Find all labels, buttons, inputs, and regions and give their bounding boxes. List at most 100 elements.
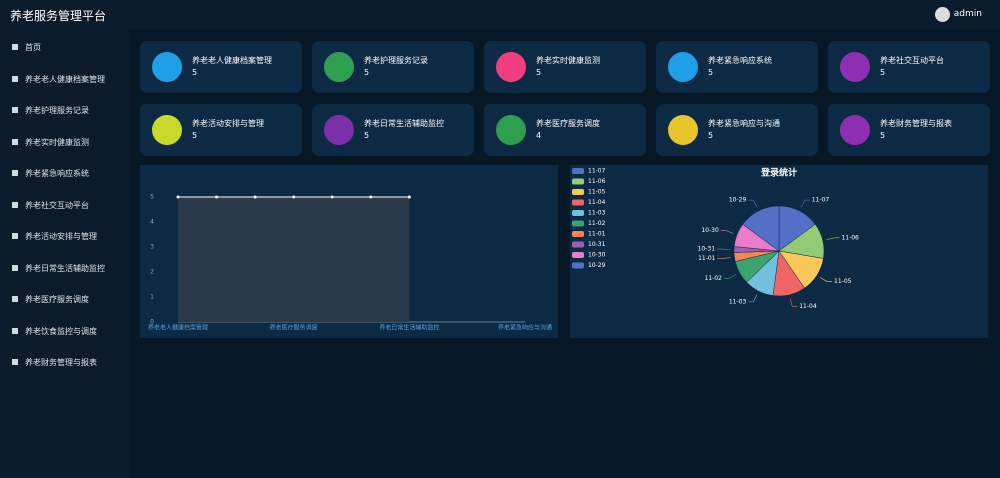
card-label: 养老社交互动平台: [880, 56, 944, 65]
x-tick-label: 养老紧急响应与沟通: [498, 324, 552, 332]
stat-card[interactable]: 养老财务管理与报表 5: [828, 104, 990, 156]
stat-card[interactable]: 养老实时健康监测 5: [484, 41, 646, 93]
card-value: 5: [708, 68, 714, 77]
pie-chart: 登录统计 11-07 11-06 11-05 11-04 11-03 11-02 11-01 1…: [572, 167, 859, 310]
menu-item[interactable]: 养老护理服务记录: [12, 105, 89, 116]
legend-label: 11-06: [588, 178, 606, 185]
y-tick-label: 0: [150, 319, 154, 326]
leader-line: [720, 230, 734, 234]
y-tick-label: 3: [150, 244, 154, 251]
point: [369, 195, 373, 199]
legend-swatch: [572, 231, 584, 237]
chart-title: 登录统计: [760, 167, 797, 179]
card-icon: [324, 115, 354, 145]
legend-swatch: [572, 189, 584, 195]
header: 养老服务管理平台 admin: [0, 0, 1000, 30]
user-menu[interactable]: admin: [953, 9, 982, 19]
stat-card[interactable]: 养老日常生活辅助监控 5: [312, 104, 474, 156]
card-label: 养老紧急响应系统: [708, 56, 772, 65]
x-tick-label: 养老日常生活辅助监控: [379, 324, 439, 332]
sidebar: 首页养老老人健康档案管理 养老护理服务记录 养老实时健康监测 养老紧急响应系统 养老社交…: [0, 30, 130, 478]
x-tick-label: 养老医疗服务调度: [270, 324, 318, 332]
card-label: 养老医疗服务调度: [536, 119, 600, 128]
line-panel: 0 1 2 3 4 5 养老老人健康档案管理 养老医疗服务调度 养老日常生活辅助监控 养老紧急响应…: [140, 165, 558, 338]
card-value: 5: [536, 68, 542, 77]
menu-item[interactable]: 养老活动安排与管理: [12, 231, 97, 242]
card-value: 5: [880, 131, 886, 140]
pie-panel: 登录统计 11-07 11-06 11-05 11-04 11-03 11-02 11-01 1…: [570, 165, 988, 338]
slice-label: 10-29: [729, 197, 747, 204]
card-icon: [152, 52, 182, 82]
legend-label: 11-03: [588, 210, 606, 217]
point: [176, 195, 180, 199]
slice-label: 10-31: [698, 246, 716, 253]
menu-item[interactable]: 养老日常生活辅助监控: [12, 263, 105, 274]
card-icon: [668, 115, 698, 145]
legend-label: 10-29: [588, 262, 606, 269]
card-icon: [840, 115, 870, 145]
legend-label: 10-31: [588, 241, 606, 248]
legend-swatch: [572, 241, 584, 248]
stat-card[interactable]: 养老护理服务记录 5: [312, 41, 474, 93]
legend-swatch: [572, 252, 584, 258]
stat-card[interactable]: 养老老人健康档案管理 5: [140, 41, 302, 93]
slice-label: 11-07: [812, 197, 830, 204]
line-chart: 0 1 2 3 4 5 养老老人健康档案管理 养老医疗服务调度 养老日常生活辅助监控 养老紧急响应…: [148, 194, 552, 332]
slice-label: 11-04: [799, 303, 817, 310]
area: [178, 197, 410, 322]
menu-item[interactable]: 养老社交互动平台: [12, 200, 89, 211]
avatar[interactable]: [935, 7, 950, 22]
legend-swatch: [572, 199, 584, 206]
legend-swatch: [572, 220, 584, 227]
menu-item[interactable]: 养老财务管理与报表: [12, 357, 97, 368]
leader-line: [790, 298, 798, 307]
slice-label: 11-01: [698, 255, 716, 262]
menu-item[interactable]: 养老老人健康档案管理: [12, 74, 105, 85]
point: [215, 195, 219, 199]
menu-item[interactable]: 养老实时健康监测: [12, 137, 89, 148]
leader-line: [724, 274, 737, 279]
card-label: 养老日常生活辅助监控: [364, 119, 444, 128]
legend-swatch: [572, 168, 584, 174]
legend-label: 11-04: [588, 199, 606, 206]
card-value: 5: [880, 68, 886, 77]
y-tick-label: 5: [150, 194, 154, 201]
card-icon: [152, 115, 182, 145]
card-value: 5: [708, 131, 714, 140]
slice-label: 11-02: [705, 275, 723, 282]
leader-line: [717, 257, 731, 259]
legend-label: 11-07: [588, 168, 606, 175]
stat-card[interactable]: 养老紧急响应与沟通 5: [656, 104, 818, 156]
menu-item[interactable]: 养老医疗服务调度: [12, 294, 89, 305]
legend-swatch: [572, 210, 584, 216]
legend-label: 10-30: [588, 252, 606, 259]
card-label: 养老财务管理与报表: [880, 119, 952, 128]
menu-item[interactable]: 首页: [12, 42, 41, 53]
slice-label: 10-30: [701, 227, 719, 234]
menu-item[interactable]: 养老紧急响应系统: [12, 168, 89, 179]
leader-line: [800, 199, 810, 208]
card-icon: [496, 52, 526, 82]
slice-label: 11-03: [729, 298, 747, 305]
stat-card[interactable]: 养老社交互动平台 5: [828, 41, 990, 93]
x-tick-label: 养老老人健康档案管理: [148, 324, 208, 332]
menu-item[interactable]: 养老饮食监控与调度: [12, 326, 97, 337]
card-label: 养老实时健康监测: [536, 56, 600, 65]
card-value: 4: [536, 131, 542, 140]
legend-swatch: [572, 178, 584, 185]
legend-label: 11-01: [588, 231, 606, 238]
point: [330, 195, 334, 199]
card-value: 5: [192, 131, 198, 140]
stat-card[interactable]: 养老医疗服务调度 4: [484, 104, 646, 156]
leader-line: [820, 277, 833, 282]
stat-card[interactable]: 养老紧急响应系统 5: [656, 41, 818, 93]
card-icon: [496, 115, 526, 145]
pie-slice: [742, 205, 780, 252]
leader-line: [748, 199, 758, 208]
card-icon: [840, 52, 870, 82]
point: [292, 195, 296, 199]
card-label: 养老老人健康档案管理: [192, 56, 272, 65]
slice-label: 11-05: [834, 278, 852, 285]
stat-card[interactable]: 养老活动安排与管理 5: [140, 104, 302, 156]
